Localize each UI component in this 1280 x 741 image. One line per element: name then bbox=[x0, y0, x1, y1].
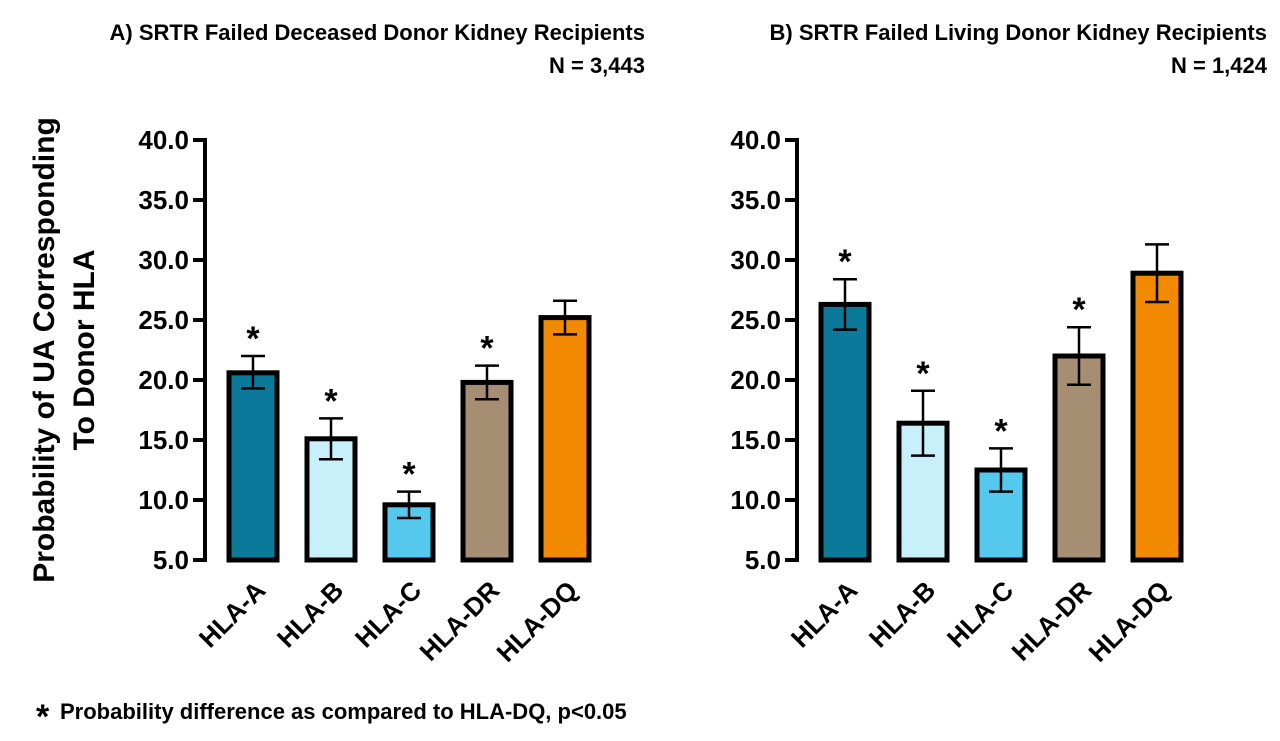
panel-a-title: A) SRTR Failed Deceased Donor Kidney Rec… bbox=[110, 20, 645, 45]
y-tick-label: 25.0 bbox=[730, 305, 781, 335]
bar-hla-a bbox=[226, 370, 280, 563]
panel-a-chart: 5.0 10.0 15.0 20.0 25.0 30.0 35.0 40.0 * HLA-A * HL… bbox=[138, 125, 592, 668]
x-tick-label: HLA-B bbox=[863, 575, 941, 653]
y-tick-label: 15.0 bbox=[138, 425, 189, 455]
y-tick-label: 10.0 bbox=[730, 485, 781, 515]
x-tick-label: HLA-B bbox=[271, 575, 349, 653]
y-tick-label: 5.0 bbox=[153, 545, 189, 575]
x-tick-label: HLA-DR bbox=[1006, 575, 1098, 667]
panel-a-subtitle: N = 3,443 bbox=[549, 53, 645, 78]
significance-star: * bbox=[480, 330, 494, 368]
significance-star: * bbox=[246, 320, 260, 358]
significance-star: * bbox=[916, 355, 930, 393]
y-axis-label-line1: Probability of UA Corresponding bbox=[28, 117, 61, 583]
x-tick-label: HLA-A bbox=[785, 575, 864, 654]
y-tick-label: 40.0 bbox=[138, 125, 189, 155]
bar-hla-dq bbox=[538, 315, 592, 563]
panel-b-subtitle: N = 1,424 bbox=[1171, 53, 1268, 78]
panel-b-chart: 5.0 10.0 15.0 20.0 25.0 30.0 35.0 40.0 * HLA-A * HL… bbox=[730, 125, 1184, 668]
y-tick-label: 20.0 bbox=[138, 365, 189, 395]
bar-hla-dr bbox=[1052, 353, 1106, 563]
significance-star: * bbox=[402, 456, 416, 494]
significance-star: * bbox=[994, 412, 1008, 450]
bar-hla-a bbox=[818, 301, 872, 563]
y-tick-label: 35.0 bbox=[730, 185, 781, 215]
x-tick-label: HLA-C bbox=[941, 575, 1020, 654]
bar-hla-c bbox=[974, 467, 1028, 563]
y-tick-label: 30.0 bbox=[730, 245, 781, 275]
bar-hla-dq bbox=[1130, 270, 1184, 563]
significance-star: * bbox=[1072, 291, 1086, 329]
y-tick-label: 5.0 bbox=[745, 545, 781, 575]
y-tick-label: 30.0 bbox=[138, 245, 189, 275]
x-tick-label: HLA-C bbox=[349, 575, 428, 654]
y-tick-label: 40.0 bbox=[730, 125, 781, 155]
y-tick-label: 25.0 bbox=[138, 305, 189, 335]
y-tick-label: 15.0 bbox=[730, 425, 781, 455]
x-tick-label: HLA-DQ bbox=[491, 575, 584, 668]
x-tick-label: HLA-DQ bbox=[1083, 575, 1176, 668]
y-tick-label: 20.0 bbox=[730, 365, 781, 395]
significance-star: * bbox=[838, 243, 852, 281]
footnote-asterisk: * bbox=[36, 698, 50, 736]
y-tick-label: 10.0 bbox=[138, 485, 189, 515]
significance-star: * bbox=[324, 382, 338, 420]
bar-hla-dr bbox=[460, 379, 514, 563]
y-tick-label: 35.0 bbox=[138, 185, 189, 215]
y-axis-label-line2: To Donor HLA bbox=[68, 249, 101, 450]
footnote-text: Probability difference as compared to HL… bbox=[60, 699, 627, 724]
x-tick-label: HLA-A bbox=[193, 575, 272, 654]
panel-b-title: B) SRTR Failed Living Donor Kidney Recip… bbox=[770, 20, 1268, 45]
x-tick-label: HLA-DR bbox=[414, 575, 506, 667]
